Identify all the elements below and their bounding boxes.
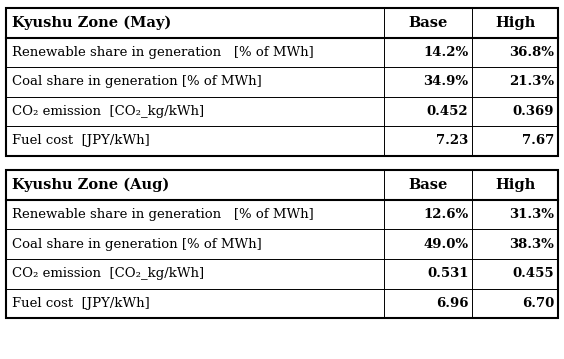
Text: Kyushu Zone (May): Kyushu Zone (May)	[12, 15, 171, 30]
Text: 34.9%: 34.9%	[424, 75, 469, 88]
Text: CO₂ emission  [CO₂_kg/kWh]: CO₂ emission [CO₂_kg/kWh]	[12, 105, 204, 118]
Text: 12.6%: 12.6%	[423, 208, 469, 221]
Text: 6.96: 6.96	[436, 297, 469, 310]
Text: Base: Base	[408, 16, 448, 30]
Text: 0.531: 0.531	[427, 267, 469, 280]
Text: Kyushu Zone (Aug): Kyushu Zone (Aug)	[12, 178, 169, 192]
Text: 0.369: 0.369	[513, 105, 554, 118]
Text: Fuel cost  [JPY/kWh]: Fuel cost [JPY/kWh]	[12, 134, 150, 147]
Text: CO₂ emission  [CO₂_kg/kWh]: CO₂ emission [CO₂_kg/kWh]	[12, 267, 204, 280]
Bar	[6, 8, 558, 155]
Text: Base: Base	[408, 178, 448, 192]
Text: 31.3%: 31.3%	[509, 208, 554, 221]
Text: 14.2%: 14.2%	[423, 46, 469, 59]
Text: 49.0%: 49.0%	[424, 238, 469, 251]
Text: High: High	[495, 16, 535, 30]
Text: 6.70: 6.70	[522, 297, 554, 310]
Text: 0.452: 0.452	[427, 105, 469, 118]
Text: High: High	[495, 178, 535, 192]
Bar	[6, 171, 558, 318]
Text: 21.3%: 21.3%	[509, 75, 554, 88]
Text: Renewable share in generation   [% of MWh]: Renewable share in generation [% of MWh]	[12, 46, 314, 59]
Text: 36.8%: 36.8%	[509, 46, 554, 59]
Text: 0.455: 0.455	[512, 267, 554, 280]
Text: Fuel cost  [JPY/kWh]: Fuel cost [JPY/kWh]	[12, 297, 150, 310]
Text: Renewable share in generation   [% of MWh]: Renewable share in generation [% of MWh]	[12, 208, 314, 221]
Text: 7.67: 7.67	[522, 134, 554, 147]
Text: Coal share in generation [% of MWh]: Coal share in generation [% of MWh]	[12, 75, 262, 88]
Text: 38.3%: 38.3%	[509, 238, 554, 251]
Text: 7.23: 7.23	[436, 134, 469, 147]
Text: Coal share in generation [% of MWh]: Coal share in generation [% of MWh]	[12, 238, 262, 251]
